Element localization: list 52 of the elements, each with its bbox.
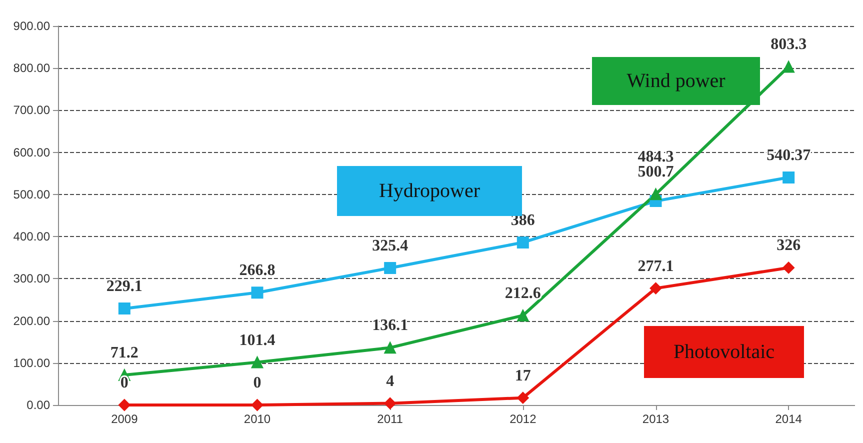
data-label: 277.1 [638,258,674,275]
data-label: 326 [776,237,801,254]
data-label: 484.3 [638,148,674,166]
point [782,171,795,184]
point [384,342,396,354]
x-tick-label: 2012 [510,412,537,426]
y-tick-label: 600.00 [13,145,50,160]
y-tick-label: 400.00 [13,230,50,244]
data-label: 101.4 [239,332,276,349]
data-label: 325.4 [372,237,408,254]
y-tick-label: 100.00 [13,356,50,370]
x-tick-label: 2009 [111,412,138,426]
point [251,399,264,411]
point [782,262,795,274]
data-label: 136.1 [372,317,408,334]
name-tag: Hydropower [337,166,522,216]
point [118,399,130,411]
data-label: 500.7 [638,164,674,181]
point [251,356,264,368]
name-tag: Wind power [592,57,760,105]
point [650,188,662,200]
x-tick-label: 2013 [642,412,670,426]
x-tick-label: 2011 [377,412,404,426]
text: Hydropower [378,180,480,202]
point [384,397,396,410]
y-tick-label: 0.00 [26,398,50,412]
y-tick-label: 800.00 [13,61,50,76]
point [516,236,529,248]
series-label: Wind power [626,70,726,92]
x-tick-label: 2014 [775,412,802,426]
data-label: 4 [386,372,394,390]
data-label: 212.6 [504,284,541,302]
point [650,282,662,294]
y-tick-label: 300.00 [13,272,50,286]
data-label: 71.2 [110,344,138,362]
data-label: 229.1 [106,278,142,296]
data-label: 803.3 [770,36,807,54]
point [516,309,529,322]
point [118,302,130,315]
x-tick-label: 2010 [244,412,271,426]
data-label: 266.8 [239,262,276,280]
data-label: 0 [253,374,262,392]
y-tick-label: 700.00 [13,103,50,118]
name-tag: Photovoltaic [644,326,804,378]
point [516,392,529,404]
y-tick-label: 200.00 [13,314,50,328]
point [782,60,795,73]
data-label: 17 [514,367,531,384]
y-tick-label: 500.00 [13,187,50,202]
point [384,262,396,274]
y-tick-label: 900.00 [13,19,50,33]
point [251,286,264,299]
